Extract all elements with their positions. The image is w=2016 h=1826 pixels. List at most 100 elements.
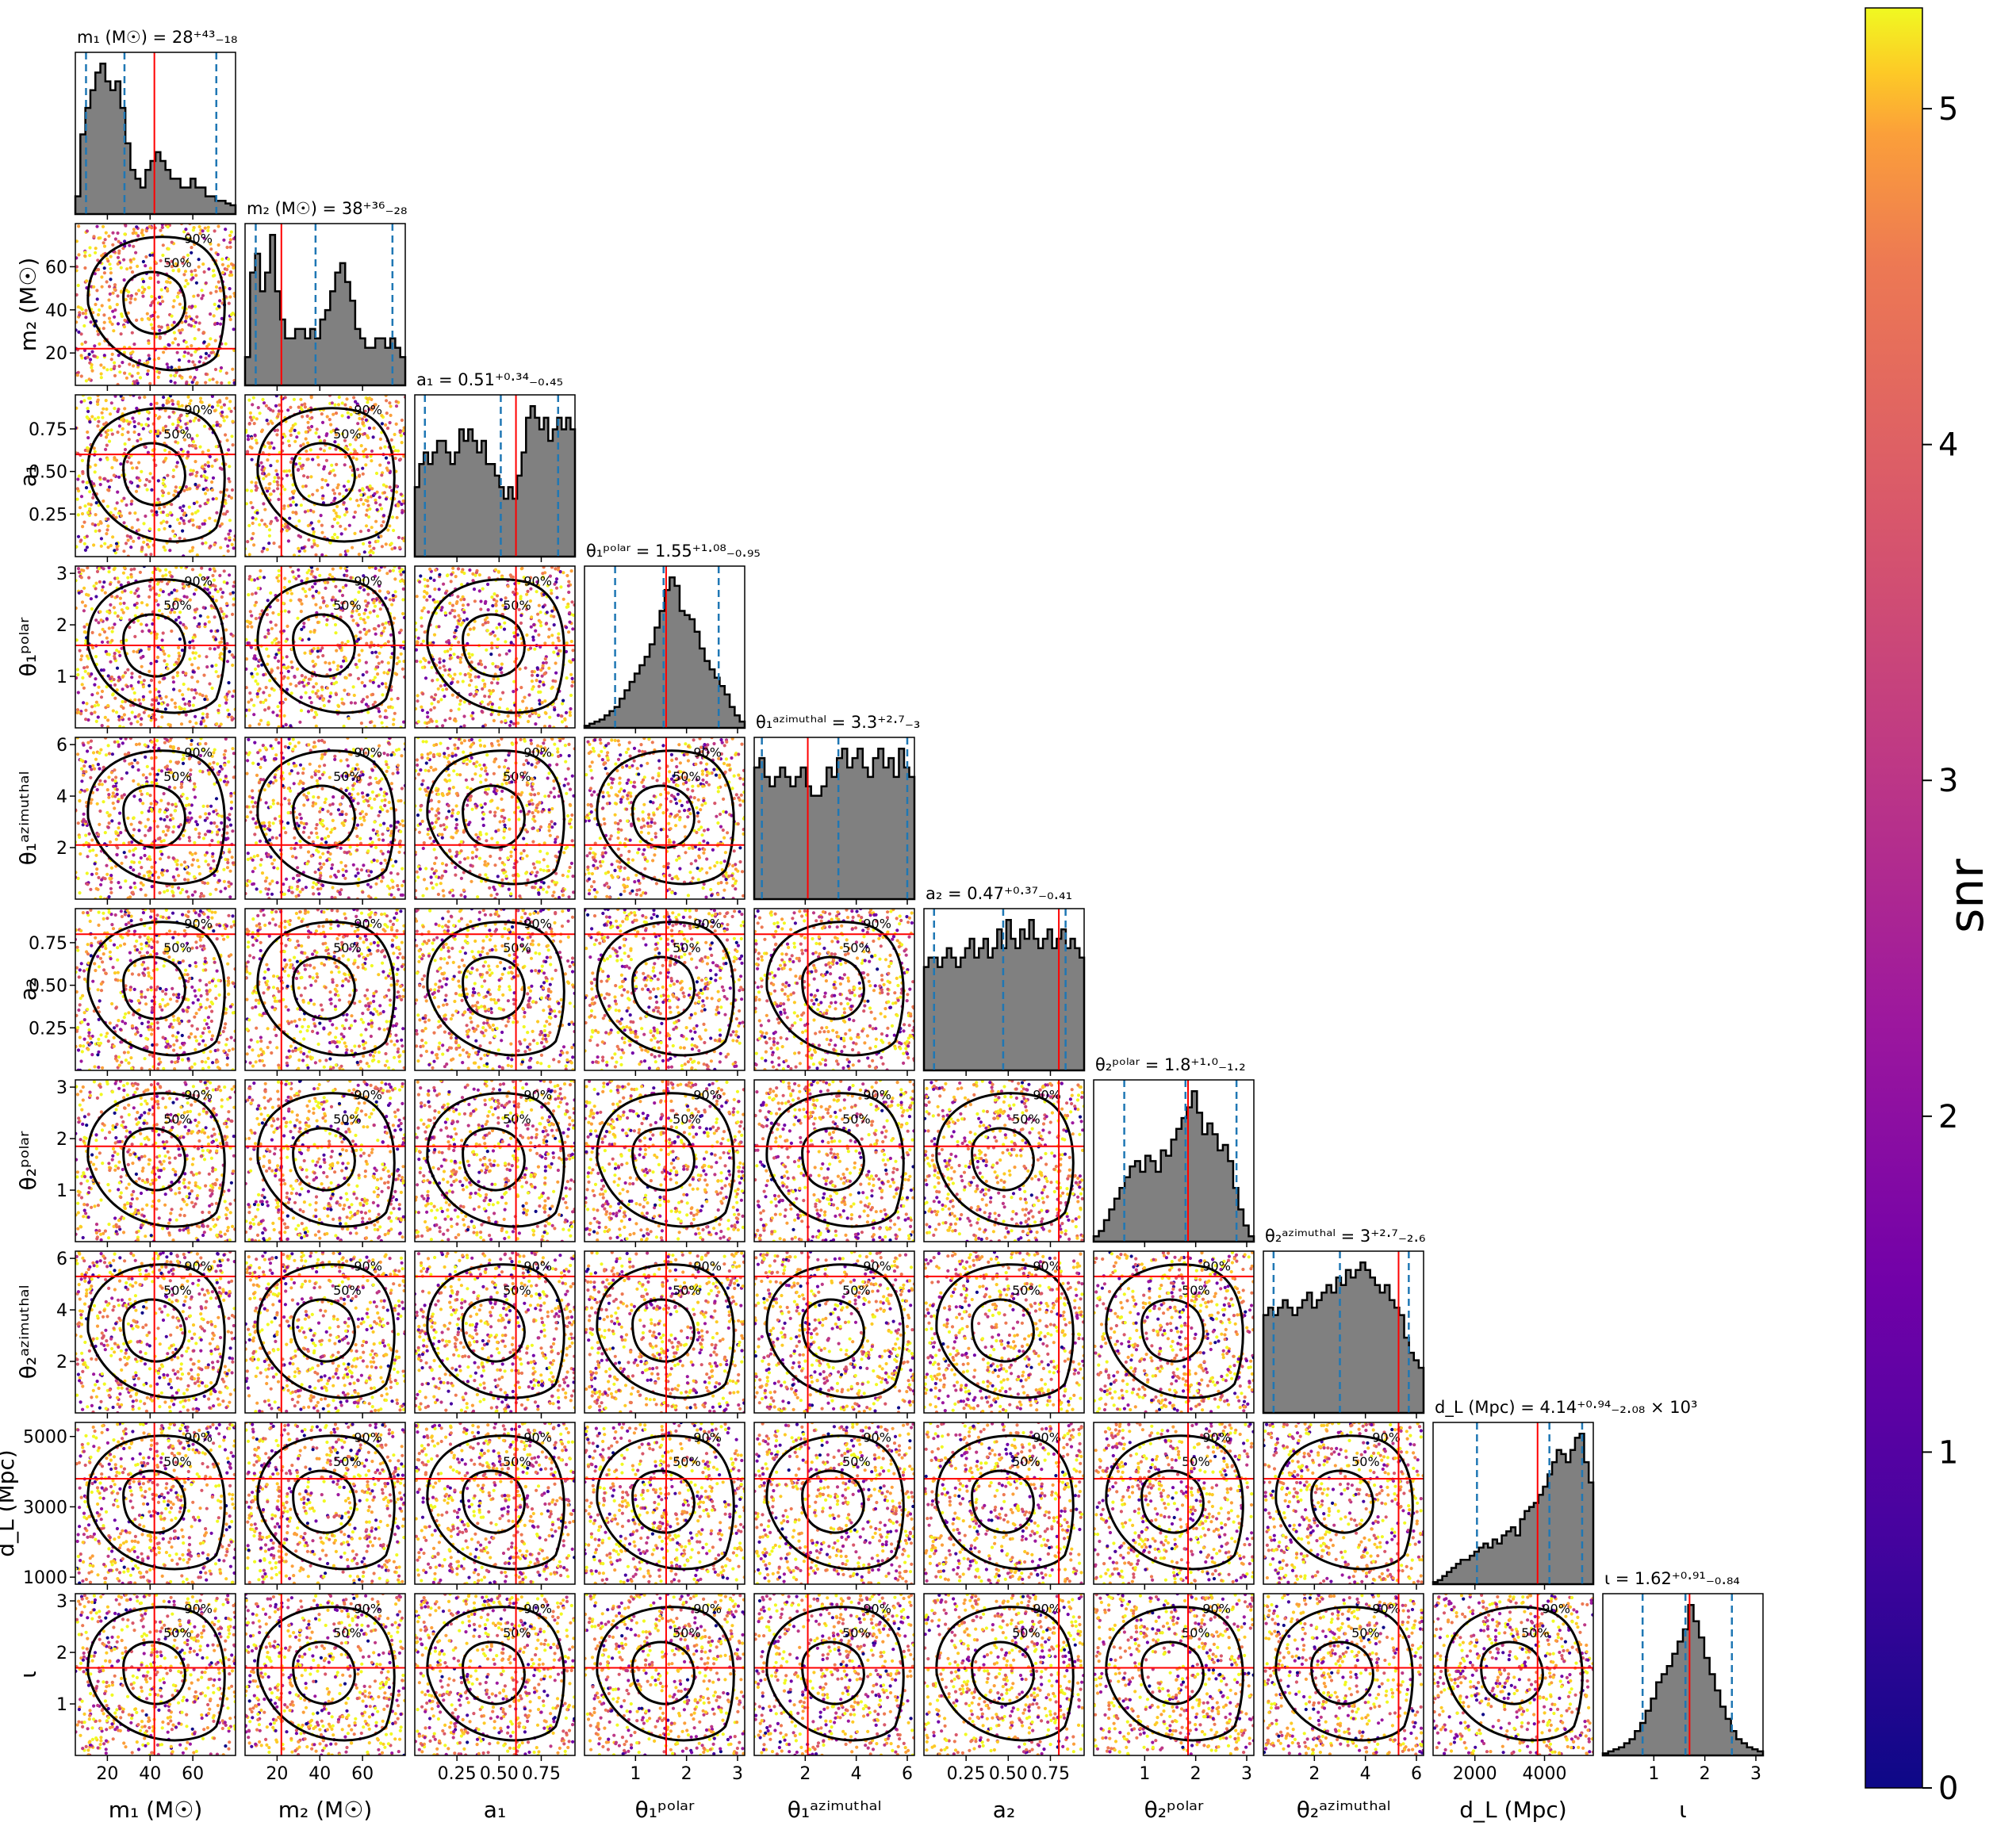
sample-point [257, 722, 261, 726]
sample-point [167, 247, 171, 251]
sample-point [339, 524, 343, 528]
sample-point [252, 422, 256, 426]
sample-point [201, 522, 205, 526]
sample-point [167, 802, 171, 806]
sample-point [121, 433, 125, 437]
sample-point [111, 791, 115, 795]
sample-point [504, 640, 508, 644]
sample-point [300, 602, 304, 606]
sample-point [135, 466, 139, 470]
sample-point [216, 590, 220, 594]
sample-point [316, 655, 320, 659]
sample-point [399, 434, 403, 438]
sample-point [182, 697, 186, 701]
sample-point [250, 489, 254, 493]
sample-point [98, 580, 102, 584]
sample-point [251, 817, 255, 821]
histogram-theta1_polar [583, 576, 746, 729]
sample-point [504, 596, 508, 600]
sample-point [136, 618, 140, 622]
sample-point [172, 602, 176, 606]
sample-point [312, 664, 316, 668]
sample-point [143, 395, 147, 399]
sample-point [378, 810, 382, 813]
sample-point [92, 767, 97, 771]
sample-point [224, 602, 229, 606]
sample-point [220, 405, 224, 409]
sample-point [138, 376, 143, 380]
sample-point [294, 462, 298, 466]
sample-point [124, 297, 128, 301]
sample-point [458, 672, 462, 676]
sample-point [479, 607, 483, 611]
sample-point [100, 878, 104, 882]
sample-point [79, 400, 83, 404]
sample-point [399, 572, 403, 576]
sample-point [366, 849, 370, 853]
sample-point [434, 568, 438, 572]
sample-point [220, 316, 224, 320]
sample-point [486, 702, 490, 706]
contour-label-50: 50% [333, 598, 362, 613]
sample-point [312, 629, 316, 633]
sample-point [130, 526, 134, 530]
sample-point [151, 767, 155, 771]
sample-point [148, 472, 152, 476]
sample-point [90, 712, 94, 716]
sample-point [99, 882, 103, 886]
sample-point [262, 700, 266, 704]
sample-point [77, 474, 81, 478]
sample-point [80, 511, 85, 516]
sample-point [448, 601, 452, 606]
sample-point [310, 775, 314, 779]
sample-point [203, 226, 207, 230]
sample-point [158, 836, 162, 840]
sample-point [316, 836, 320, 840]
sample-point [136, 528, 141, 532]
sample-point [136, 234, 140, 238]
sample-point [259, 858, 263, 862]
panel-m2-m2: m₂ (M☉) = 38⁺³⁶₋₂₈ [243, 199, 407, 391]
sample-point [230, 856, 234, 859]
sample-point [106, 524, 110, 528]
sample-point [372, 426, 376, 431]
sample-point [208, 516, 212, 520]
panel-frame [75, 52, 236, 215]
sample-point [415, 595, 419, 599]
sample-point [372, 609, 376, 613]
panel-m2-theta1_azimuthal: 50%90% [244, 737, 406, 905]
sample-point [148, 539, 152, 543]
sample-point [552, 623, 556, 627]
sample-point [500, 671, 504, 675]
sample-point [376, 672, 380, 676]
sample-point [182, 584, 186, 588]
sample-point [345, 573, 349, 578]
sample-point [362, 618, 366, 622]
sample-point [543, 657, 547, 661]
sample-point [318, 856, 322, 859]
sample-point [358, 530, 363, 534]
sample-point [365, 603, 369, 608]
sample-point [132, 868, 136, 872]
sample-point [364, 751, 368, 755]
sample-point [173, 611, 177, 614]
sample-point [225, 415, 229, 419]
sample-point [392, 598, 396, 603]
sample-point [247, 593, 251, 597]
sample-point [89, 775, 93, 779]
sample-point [379, 534, 383, 538]
sample-point [355, 457, 358, 461]
sample-point [90, 672, 94, 676]
sample-point [182, 504, 186, 508]
sample-point [307, 568, 311, 572]
sample-point [518, 667, 522, 671]
sample-point [227, 532, 231, 536]
sample-point [263, 635, 267, 639]
sample-point [129, 683, 133, 688]
sample-point [215, 381, 219, 385]
sample-point [113, 740, 117, 744]
sample-point [343, 864, 347, 868]
sample-point [218, 778, 222, 782]
sample-point [458, 702, 462, 706]
sample-point [155, 501, 159, 505]
